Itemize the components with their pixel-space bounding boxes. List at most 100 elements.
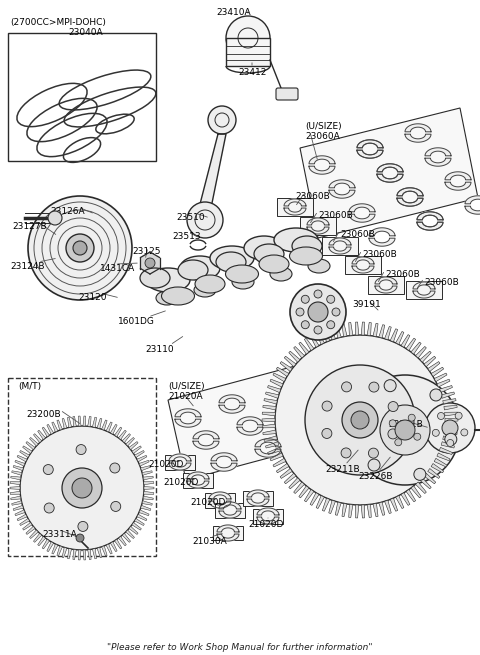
Polygon shape (444, 424, 458, 428)
Polygon shape (273, 373, 286, 382)
Polygon shape (444, 405, 457, 410)
Polygon shape (262, 412, 276, 416)
Text: 23126A: 23126A (50, 207, 84, 216)
Polygon shape (377, 174, 403, 182)
Text: 23060B: 23060B (362, 250, 397, 259)
Polygon shape (219, 511, 241, 518)
Bar (368, 276, 404, 294)
Polygon shape (424, 356, 436, 367)
Polygon shape (83, 550, 86, 560)
Circle shape (322, 428, 332, 438)
Circle shape (408, 414, 415, 421)
Circle shape (296, 308, 304, 316)
Polygon shape (26, 527, 35, 534)
Ellipse shape (210, 246, 254, 270)
Bar (277, 198, 313, 216)
Polygon shape (420, 477, 431, 489)
Circle shape (145, 258, 155, 268)
Bar (183, 473, 213, 488)
Polygon shape (352, 257, 374, 264)
Circle shape (442, 420, 458, 436)
Polygon shape (397, 188, 423, 196)
Polygon shape (97, 548, 102, 557)
Polygon shape (379, 502, 384, 515)
Text: 23060B: 23060B (385, 270, 420, 279)
Polygon shape (369, 228, 395, 236)
Circle shape (461, 429, 468, 436)
Polygon shape (15, 510, 25, 515)
Circle shape (48, 211, 62, 225)
Polygon shape (10, 491, 20, 495)
Polygon shape (361, 505, 365, 518)
Polygon shape (336, 325, 341, 338)
Polygon shape (396, 331, 404, 345)
Polygon shape (142, 500, 152, 505)
Polygon shape (17, 455, 27, 462)
Circle shape (332, 308, 340, 316)
Polygon shape (10, 487, 20, 489)
Polygon shape (437, 453, 450, 461)
Polygon shape (349, 322, 353, 335)
Polygon shape (377, 164, 403, 172)
Polygon shape (379, 325, 384, 338)
Polygon shape (110, 424, 117, 434)
Polygon shape (276, 367, 289, 377)
Text: 23060B: 23060B (424, 278, 459, 287)
Text: "Please refer to Work Shop Manual for further information": "Please refer to Work Shop Manual for fu… (107, 643, 373, 652)
Polygon shape (411, 486, 421, 498)
Polygon shape (122, 533, 131, 542)
Circle shape (342, 402, 378, 438)
Polygon shape (417, 222, 443, 230)
Polygon shape (219, 395, 245, 403)
Circle shape (327, 295, 335, 303)
Bar (226, 38, 270, 66)
Ellipse shape (259, 255, 289, 273)
Circle shape (226, 16, 270, 60)
Polygon shape (102, 546, 107, 556)
Polygon shape (68, 417, 72, 428)
Polygon shape (280, 468, 292, 478)
Circle shape (78, 521, 88, 531)
Ellipse shape (140, 268, 170, 288)
FancyBboxPatch shape (276, 88, 298, 100)
Bar (253, 509, 283, 524)
Polygon shape (137, 455, 147, 462)
Circle shape (414, 468, 426, 480)
Circle shape (301, 295, 309, 303)
Polygon shape (237, 427, 263, 435)
Polygon shape (62, 419, 67, 428)
Circle shape (425, 403, 475, 453)
Polygon shape (397, 198, 423, 206)
Circle shape (369, 382, 379, 392)
Polygon shape (307, 227, 329, 234)
Polygon shape (377, 164, 403, 172)
Text: 23226B: 23226B (358, 472, 393, 481)
Ellipse shape (216, 252, 246, 272)
Polygon shape (264, 399, 277, 404)
Circle shape (395, 439, 402, 446)
Polygon shape (465, 206, 480, 214)
Text: 23060B: 23060B (340, 230, 375, 239)
Polygon shape (289, 351, 300, 362)
Polygon shape (187, 472, 209, 479)
Polygon shape (83, 416, 86, 426)
Text: 23120: 23120 (78, 293, 107, 302)
Text: (2700CC>MPI-DOHC): (2700CC>MPI-DOHC) (10, 18, 106, 27)
Polygon shape (137, 514, 147, 521)
Polygon shape (437, 379, 450, 387)
Polygon shape (396, 496, 404, 508)
Polygon shape (441, 441, 455, 448)
Polygon shape (30, 438, 38, 446)
Text: 1601DG: 1601DG (118, 317, 155, 326)
Circle shape (395, 420, 415, 440)
Text: 39191: 39191 (352, 300, 381, 309)
Ellipse shape (292, 236, 322, 256)
Polygon shape (439, 447, 453, 455)
Polygon shape (373, 324, 378, 337)
Circle shape (388, 429, 398, 439)
Polygon shape (73, 417, 76, 426)
Circle shape (414, 433, 421, 440)
Polygon shape (119, 536, 126, 546)
Circle shape (350, 375, 460, 485)
Polygon shape (199, 134, 226, 208)
